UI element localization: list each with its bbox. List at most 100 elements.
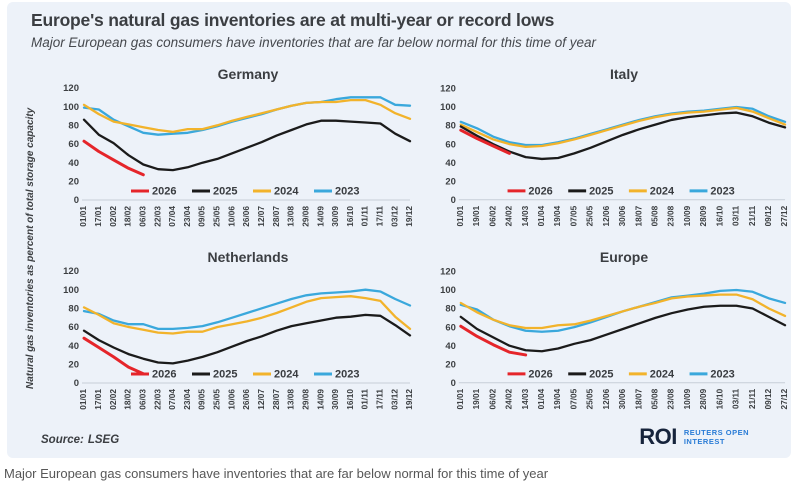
legend-label-2023: 2023 <box>710 185 734 197</box>
x-tick-label: 16/10 <box>715 388 724 409</box>
x-tick-label: 23/08 <box>667 388 676 409</box>
roi-logo-line1: REUTERS OPEN <box>683 427 749 437</box>
x-tick-label: 06/02 <box>488 388 497 409</box>
x-tick-label: 24/02 <box>505 388 514 409</box>
y-tick-label: 40 <box>445 341 456 352</box>
x-tick-label: 16/10 <box>345 389 355 410</box>
y-axis-title: Natural gas inventories as percent of to… <box>25 107 36 389</box>
legend-label-2025: 2025 <box>589 368 613 380</box>
x-tick-label: 26/06 <box>241 389 251 410</box>
x-tick-label: 12/06 <box>602 205 611 226</box>
x-tick-label: 07/05 <box>569 388 578 409</box>
italy-plot: 0 20 40 60 80 100 120 01/01 19/01 06/02 24/02 14/03… <box>440 84 789 227</box>
y-tick-label: 120 <box>63 83 79 94</box>
x-tick-label: 16/10 <box>345 206 355 227</box>
chart-netherlands: Netherlands 0 20 40 60 80 100 120 01/01 17/01 02/… <box>47 249 419 432</box>
x-tick-label: 19/01 <box>472 388 481 409</box>
legend-label-2026: 2026 <box>528 368 552 380</box>
y-tick-label: 80 <box>445 304 456 315</box>
y-tick-label: 100 <box>440 285 456 296</box>
x-tick-label: 10/06 <box>226 206 236 227</box>
legend-label-2024: 2024 <box>650 185 675 197</box>
legend-label-2025: 2025 <box>589 185 613 197</box>
chart-italy: Italy 0 20 40 60 80 100 120 01/01 19/01 06/02 24/0… <box>425 66 793 249</box>
x-tick-label: 22/03 <box>152 206 162 227</box>
x-tick-label: 17/01 <box>93 389 103 410</box>
x-tick-label: 07/05 <box>569 205 578 226</box>
x-tick-label: 03/12 <box>389 389 399 410</box>
x-tick-label: 23/04 <box>182 206 192 227</box>
x-tick-label: 09/12 <box>764 205 773 226</box>
y-tick-label: 40 <box>68 158 79 169</box>
x-tick-label: 28/09 <box>699 388 708 409</box>
x-tick-label: 17/11 <box>375 206 385 227</box>
x-tick-label: 25/05 <box>586 205 595 226</box>
series-line-2026 <box>459 128 511 155</box>
legend-label-2023: 2023 <box>335 369 359 381</box>
x-tick-label: 28/07 <box>271 206 281 227</box>
page-subtitle: Major European gas consumers have invent… <box>31 35 597 50</box>
x-tick-label: 30/06 <box>618 388 627 409</box>
y-tick-label: 80 <box>68 304 79 315</box>
legend-label-2026: 2026 <box>528 185 552 197</box>
x-tick-label: 22/03 <box>152 389 162 410</box>
chart-title-netherlands: Netherlands <box>207 249 289 265</box>
chart-title-europe: Europe <box>599 249 649 265</box>
page-title: Europe's natural gas inventories are at … <box>31 10 555 30</box>
x-tick-label: 30/06 <box>618 205 627 226</box>
x-tick-label: 12/06 <box>602 388 611 409</box>
x-tick-label: 14/03 <box>521 205 530 226</box>
x-tick-label: 09/05 <box>197 389 207 410</box>
legend-label-2026: 2026 <box>152 186 176 198</box>
x-tick-label: 27/12 <box>780 205 789 226</box>
y-tick-label: 40 <box>445 158 456 169</box>
series-line-2025 <box>82 313 412 365</box>
x-tick-label: 10/09 <box>683 205 692 226</box>
x-tick-label: 25/05 <box>212 389 222 410</box>
x-tick-label: 30/09 <box>330 206 340 227</box>
y-tick-label: 100 <box>63 102 79 113</box>
x-tick-label: 27/12 <box>780 388 789 409</box>
y-tick-label: 20 <box>68 360 79 371</box>
x-tick-label: 12/07 <box>256 389 266 410</box>
x-tick-label: 17/01 <box>93 206 103 227</box>
x-tick-label: 28/07 <box>271 389 281 410</box>
x-tick-label: 01/04 <box>537 205 546 226</box>
source-label: Source: <box>41 434 84 446</box>
x-tick-label: 19/01 <box>472 205 481 226</box>
x-tick-label: 14/03 <box>521 388 530 409</box>
x-tick-label: 03/11 <box>732 388 741 409</box>
x-tick-label: 18/07 <box>634 205 643 226</box>
x-tick-label: 18/02 <box>123 389 133 410</box>
series-line-2024 <box>459 106 787 149</box>
y-tick-label: 100 <box>440 102 456 113</box>
charts-grid: Germany 0 20 40 60 80 100 120 01/01 17/01 02/02 18… <box>47 66 793 432</box>
y-tick-label: 80 <box>68 121 79 132</box>
y-tick-label: 20 <box>445 359 456 370</box>
x-tick-label: 05/08 <box>651 205 660 226</box>
chart-card: Europe's natural gas inventories are at … <box>7 2 791 458</box>
x-tick-label: 24/02 <box>505 205 514 226</box>
y-tick-label: 0 <box>451 195 456 206</box>
x-tick-label: 06/03 <box>137 389 147 410</box>
x-tick-label: 01/01 <box>456 388 465 409</box>
x-tick-label: 23/04 <box>182 389 192 410</box>
y-tick-label: 80 <box>445 121 456 132</box>
x-tick-label: 02/02 <box>108 206 118 227</box>
x-tick-label: 19/04 <box>553 205 562 226</box>
source-value: LSEG <box>87 434 120 446</box>
series-line-2025 <box>82 118 412 172</box>
y-tick-label: 100 <box>63 285 79 296</box>
x-tick-label: 13/08 <box>286 206 296 227</box>
y-tick-label: 120 <box>63 266 79 277</box>
series-line-2025 <box>459 111 787 161</box>
x-tick-label: 17/11 <box>375 389 385 410</box>
series-line-2024 <box>82 98 412 134</box>
y-tick-label: 120 <box>440 267 456 278</box>
x-tick-label: 01/11 <box>360 389 370 410</box>
y-tick-label: 60 <box>68 139 79 150</box>
netherlands-plot: 0 20 40 60 80 100 120 01/01 17/01 02/02 18/02 06/03… <box>63 266 414 410</box>
x-tick-label: 26/06 <box>241 206 251 227</box>
series-line-2023 <box>82 288 412 331</box>
x-tick-label: 19/12 <box>404 389 414 410</box>
